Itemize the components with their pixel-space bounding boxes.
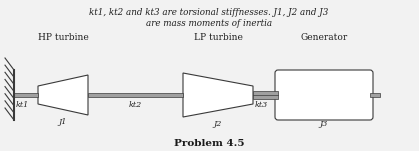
Text: J3: J3 xyxy=(320,120,328,128)
Polygon shape xyxy=(183,73,253,117)
Text: Problem 4.5: Problem 4.5 xyxy=(174,139,244,148)
Polygon shape xyxy=(38,75,88,115)
Text: are mass moments of inertia: are mass moments of inertia xyxy=(146,19,272,28)
Polygon shape xyxy=(88,93,183,97)
Text: LP turbine: LP turbine xyxy=(194,33,243,42)
Text: kt3: kt3 xyxy=(255,101,268,109)
Polygon shape xyxy=(370,93,380,97)
Polygon shape xyxy=(253,91,278,99)
Text: Generator: Generator xyxy=(300,33,348,42)
Polygon shape xyxy=(14,93,38,97)
Text: kt1, kt2 and kt3 are torsional stiffnesses. J1, J2 and J3: kt1, kt2 and kt3 are torsional stiffness… xyxy=(89,8,328,17)
Text: J2: J2 xyxy=(214,120,222,128)
Text: J1: J1 xyxy=(59,118,67,126)
Text: kt2: kt2 xyxy=(129,101,142,109)
Text: kt1: kt1 xyxy=(16,101,29,109)
Text: HP turbine: HP turbine xyxy=(38,33,88,42)
FancyBboxPatch shape xyxy=(275,70,373,120)
